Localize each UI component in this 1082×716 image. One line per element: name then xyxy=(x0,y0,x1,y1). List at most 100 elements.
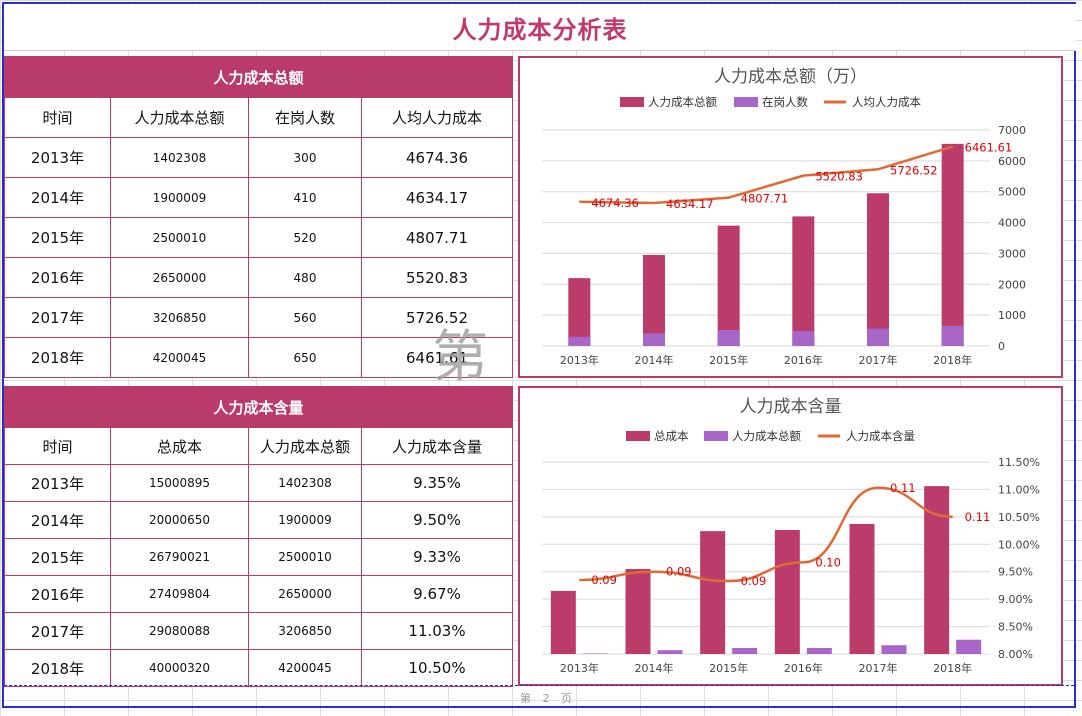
table-cell[interactable]: 4807.71 xyxy=(360,217,514,258)
table-cell[interactable]: 2017年 xyxy=(4,297,111,338)
column-header[interactable]: 时间 xyxy=(4,427,111,465)
y-tick-label: 3000 xyxy=(998,247,1026,260)
table-cell[interactable]: 410 xyxy=(248,177,362,218)
table-cell[interactable]: 2015年 xyxy=(4,538,111,576)
table-cell[interactable]: 1900009 xyxy=(248,501,362,539)
table-cell[interactable]: 2014年 xyxy=(4,501,111,539)
table-header[interactable]: 人力成本含量 xyxy=(3,386,514,428)
x-tick-label: 2014年 xyxy=(635,661,674,675)
table-cell[interactable]: 9.33% xyxy=(360,538,514,576)
table-cell[interactable]: 2650000 xyxy=(248,575,362,613)
table-row: 2013年 1402308 300 4674.36 xyxy=(4,137,514,178)
table-cell[interactable]: 9.50% xyxy=(360,501,514,539)
legend-swatch xyxy=(704,431,728,441)
x-tick-label: 2018年 xyxy=(933,353,972,367)
table-row: 2015年 26790021 2500010 9.33% xyxy=(4,538,514,576)
bar xyxy=(732,647,758,654)
column-header[interactable]: 总成本 xyxy=(110,427,249,465)
bar xyxy=(806,647,832,654)
table-cell[interactable]: 6461.61 xyxy=(360,337,514,378)
table-cell[interactable]: 5726.52 xyxy=(360,297,514,338)
column-header-row: 时间 总成本 人力成本总额 人力成本含量 xyxy=(4,427,514,465)
chart-title: 人力成本总额（万） xyxy=(714,67,867,87)
table-cell[interactable]: 10.50% xyxy=(360,649,514,687)
column-header[interactable]: 人力成本总额 xyxy=(110,97,249,138)
table-cell[interactable]: 4674.36 xyxy=(360,137,514,178)
table-cell[interactable]: 2500010 xyxy=(110,217,249,258)
table-row: 2015年 2500010 520 4807.71 xyxy=(4,217,514,258)
table-cell[interactable]: 2018年 xyxy=(4,337,111,378)
data-label: 0.11 xyxy=(890,481,916,495)
table-cell[interactable]: 20000650 xyxy=(110,501,249,539)
table-cell[interactable]: 26790021 xyxy=(110,538,249,576)
table-cell[interactable]: 9.67% xyxy=(360,575,514,613)
labor-cost-ratio-chart[interactable]: 人力成本含量 总成本 人力成本总额 人力成本含量 8.00% 8.50% 9.00% 9.50… xyxy=(518,386,1063,686)
bar xyxy=(941,325,964,346)
table-row: 2018年 40000320 4200045 10.50% xyxy=(4,649,514,687)
table-cell[interactable]: 1900009 xyxy=(110,177,249,218)
table-cell[interactable]: 2013年 xyxy=(4,137,111,178)
table-cell[interactable]: 2014年 xyxy=(4,177,111,218)
series-line xyxy=(579,145,954,205)
y-tick-label: 8.00% xyxy=(998,648,1033,661)
x-tick-label: 2016年 xyxy=(784,661,823,675)
table-cell[interactable]: 1402308 xyxy=(248,464,362,502)
column-header-row: 时间 人力成本总额 在岗人数 人均人力成本 xyxy=(4,97,514,138)
table-cell[interactable]: 2016年 xyxy=(4,257,111,298)
table-cell[interactable]: 520 xyxy=(248,217,362,258)
labor-cost-total-chart[interactable]: 人力成本总额（万） 人力成本总额 在岗人数 人均人力成本 0 1000 2000 3000 40… xyxy=(518,56,1063,378)
table-cell[interactable]: 15000895 xyxy=(110,464,249,502)
table-cell[interactable]: 2650000 xyxy=(110,257,249,298)
chart-title: 人力成本含量 xyxy=(740,397,842,417)
table-cell[interactable]: 11.03% xyxy=(360,612,514,650)
table-cell[interactable]: 4200045 xyxy=(110,337,249,378)
column-header[interactable]: 时间 xyxy=(4,97,111,138)
legend-label: 总成本 xyxy=(654,429,689,443)
data-label: 0.09 xyxy=(741,574,767,588)
bar xyxy=(657,650,683,654)
bar xyxy=(849,523,875,654)
table-cell[interactable]: 2013年 xyxy=(4,464,111,502)
table-cell[interactable]: 300 xyxy=(248,137,362,178)
x-tick-label: 2015年 xyxy=(709,661,748,675)
table-cell[interactable]: 3206850 xyxy=(248,612,362,650)
table-cell[interactable]: 4200045 xyxy=(248,649,362,687)
table-cell[interactable]: 4634.17 xyxy=(360,177,514,218)
legend-label: 人力成本总额 xyxy=(648,95,717,109)
y-tick-label: 1000 xyxy=(998,309,1026,322)
column-header[interactable]: 在岗人数 xyxy=(248,97,362,138)
bar xyxy=(881,645,907,654)
column-header[interactable]: 人力成本总额 xyxy=(248,427,362,465)
page-title: 人力成本分析表 xyxy=(452,15,628,44)
table-cell[interactable]: 27409804 xyxy=(110,575,249,613)
y-tick-label: 0 xyxy=(998,340,1005,353)
table-cell[interactable]: 2018年 xyxy=(4,649,111,687)
table-cell[interactable]: 2500010 xyxy=(248,538,362,576)
table-cell[interactable]: 560 xyxy=(248,297,362,338)
table-cell[interactable]: 1402308 xyxy=(110,137,249,178)
table-cell[interactable]: 2015年 xyxy=(4,217,111,258)
page-break-line xyxy=(4,685,1074,686)
data-label: 6461.61 xyxy=(965,141,1013,155)
title-row[interactable]: 人力成本分析表 xyxy=(4,4,1076,51)
table-cell[interactable]: 9.35% xyxy=(360,464,514,502)
table-cell[interactable]: 5520.83 xyxy=(360,257,514,298)
table-cell[interactable]: 29080088 xyxy=(110,612,249,650)
table-cell[interactable]: 40000320 xyxy=(110,649,249,687)
data-label: 0.10 xyxy=(815,555,841,569)
column-header[interactable]: 人均人力成本 xyxy=(360,97,514,138)
table-cell[interactable]: 3206850 xyxy=(110,297,249,338)
y-tick-label: 2000 xyxy=(998,278,1026,291)
legend-label: 人力成本含量 xyxy=(846,429,915,443)
bar xyxy=(700,531,726,654)
table-header[interactable]: 人力成本总额 xyxy=(3,56,514,98)
table-cell[interactable]: 2017年 xyxy=(4,612,111,650)
bar xyxy=(717,329,740,346)
table-cell[interactable]: 650 xyxy=(248,337,362,378)
y-tick-label: 10.00% xyxy=(998,538,1040,551)
column-header[interactable]: 人力成本含量 xyxy=(360,427,514,465)
table-cell[interactable]: 480 xyxy=(248,257,362,298)
table-cell[interactable]: 2016年 xyxy=(4,575,111,613)
data-label: 0.09 xyxy=(666,565,692,579)
y-tick-label: 7000 xyxy=(998,124,1026,137)
